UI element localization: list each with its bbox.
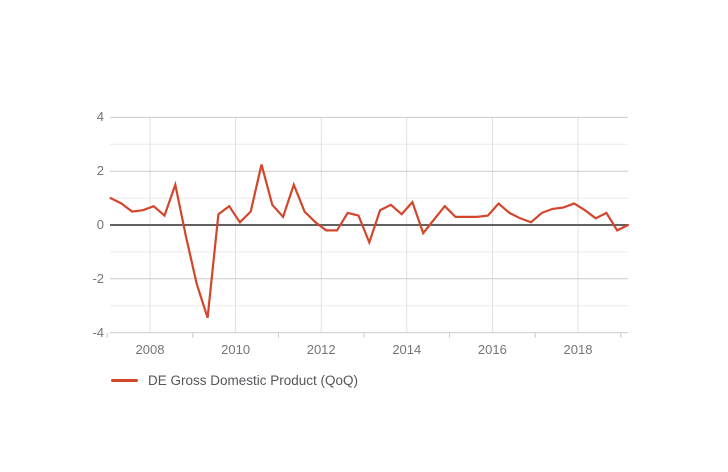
x-axis-tick-label: 2016 (477, 342, 507, 357)
legend-item-de-gdp[interactable]: DE Gross Domestic Product (QoQ) (111, 373, 358, 388)
y-axis-tick-label: 2 (96, 163, 104, 179)
y-axis-tick-label: 0 (96, 217, 104, 232)
x-axis-tick-label: 2008 (135, 342, 165, 357)
x-axis-tick-label: 2018 (563, 342, 593, 357)
y-axis-tick-label: -4 (92, 324, 104, 340)
y-axis-tick-label: -2 (92, 270, 104, 286)
gdp-qoq-series-line[interactable] (109, 164, 630, 319)
x-axis-tick-label: 2014 (392, 342, 422, 357)
legend-label: DE Gross Domestic Product (QoQ) (148, 373, 359, 388)
legend-line-swatch (111, 379, 138, 382)
x-axis-tick-label: 2012 (306, 342, 336, 357)
y-axis-tick-label: 4 (96, 109, 104, 125)
x-axis-tick-label: 2010 (221, 342, 251, 357)
